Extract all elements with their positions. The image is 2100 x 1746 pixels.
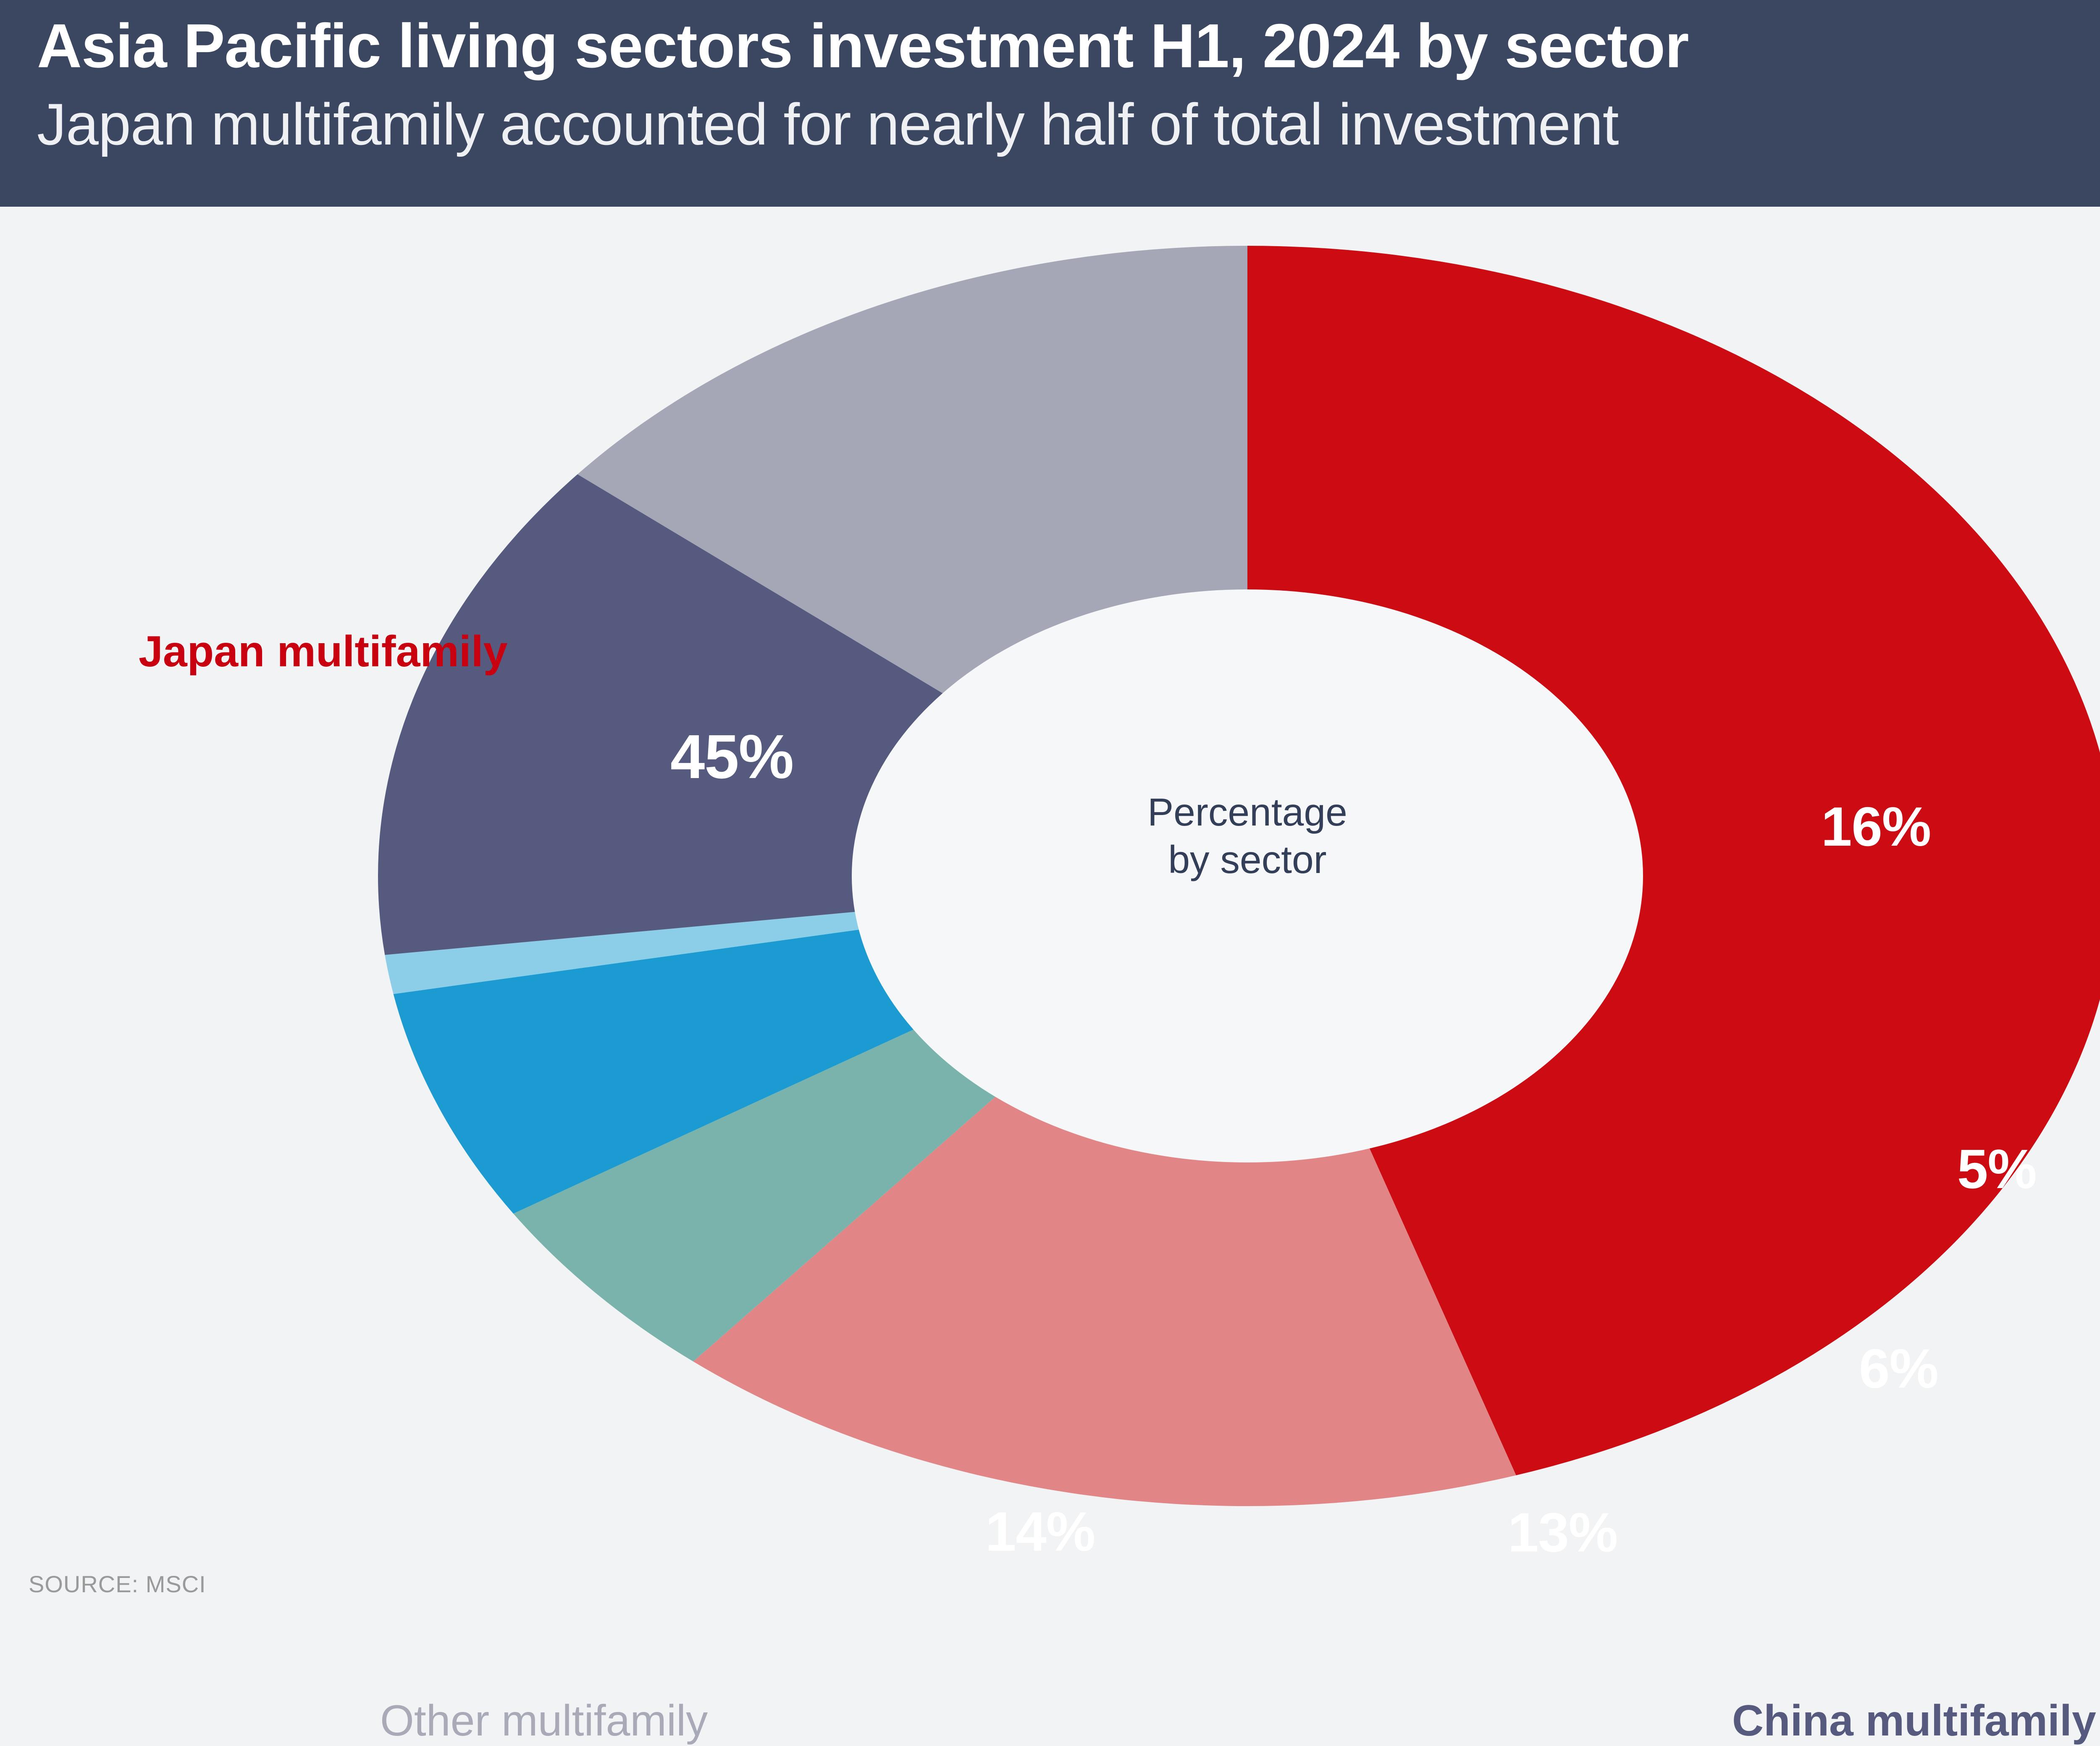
donut-chart: Percentage by sector 45% 16% 5% 6% 13% 1… bbox=[0, 207, 2100, 1745]
donut-center-caption: Percentage by sector bbox=[1037, 789, 1457, 884]
slice-label-other-multifamily: Other multifamily bbox=[380, 1696, 708, 1746]
slice-value-mobile-manufactured: 16% bbox=[1821, 796, 1931, 857]
slice-label-china-multifamily: China multifamily bbox=[1732, 1696, 2096, 1746]
slice-value-china-multifamily: 13% bbox=[1508, 1501, 1618, 1563]
slice-label-other-text: Other multifamily bbox=[380, 1696, 708, 1745]
slice-label-japan-text: Japan multifamily bbox=[139, 627, 508, 676]
page-title: Asia Pacific living sectors investment H… bbox=[37, 11, 1689, 81]
donut-chart-svg bbox=[378, 246, 2100, 1506]
slice-label-china-text: China multifamily bbox=[1732, 1696, 2096, 1745]
slice-value-other-multifamily: 14% bbox=[985, 1501, 1095, 1562]
slice-value-japan-multifamily: 45% bbox=[670, 722, 794, 791]
slice-value-student-housing: 6% bbox=[1859, 1338, 1939, 1399]
center-caption-line-1: Percentage bbox=[1147, 790, 1347, 834]
source-note: SOURCE: MSCI bbox=[29, 1571, 206, 1597]
donut-hole bbox=[852, 589, 1643, 1162]
donut-slice[interactable] bbox=[1247, 246, 2100, 1475]
slice-label-japan-multifamily: Japan multifamily bbox=[139, 627, 507, 677]
page-subtitle: Japan multifamily accounted for nearly h… bbox=[37, 91, 1619, 157]
center-caption-line-2: by sector bbox=[1168, 838, 1327, 882]
slice-value-senior-housing: 5% bbox=[1957, 1138, 2037, 1200]
header-banner: Asia Pacific living sectors investment H… bbox=[0, 0, 2100, 207]
